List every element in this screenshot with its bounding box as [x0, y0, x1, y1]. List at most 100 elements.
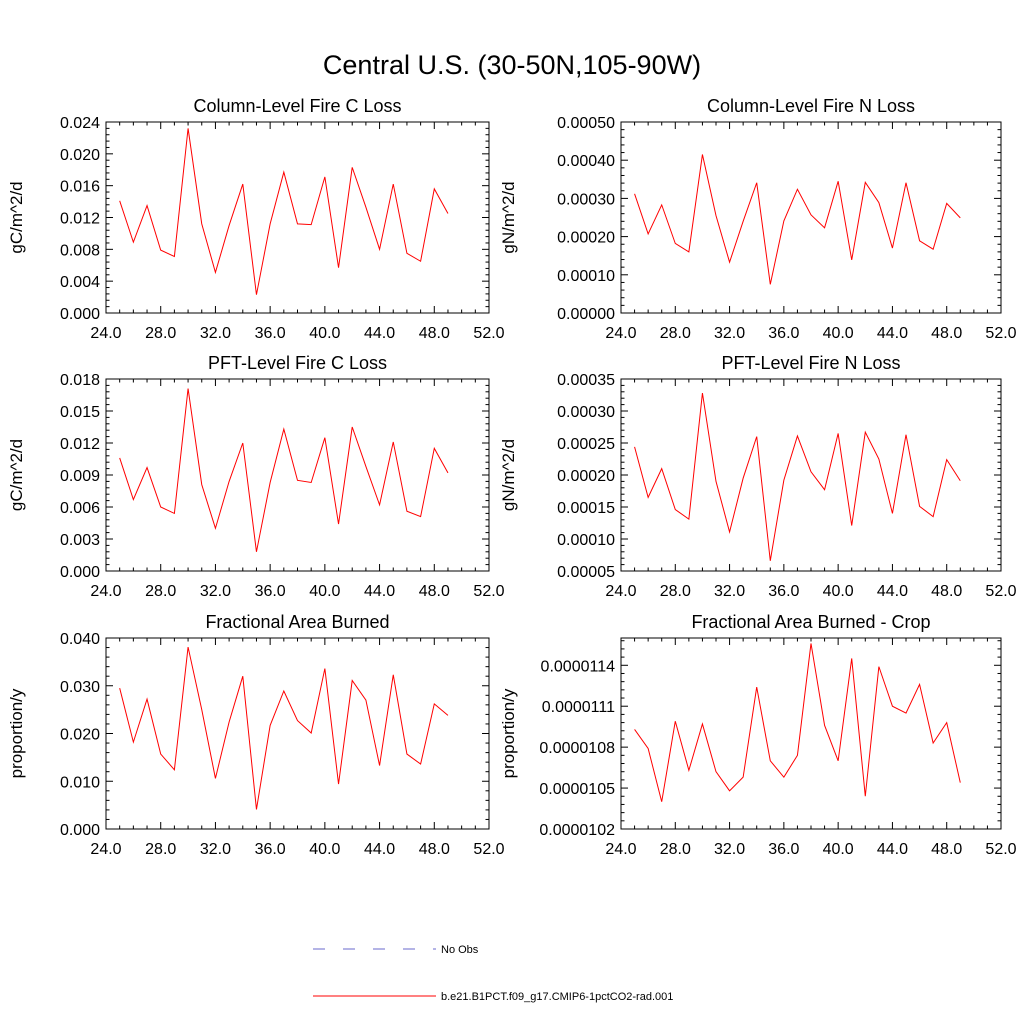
x-tick-label: 32.0 — [714, 583, 745, 600]
y-tick-label: 0.00015 — [557, 500, 615, 517]
y-axis-label: gN/m^2/d — [499, 181, 518, 253]
legend-label: No Obs — [441, 944, 479, 956]
y-tick-label: 0.00010 — [557, 268, 615, 285]
y-tick-label: 0.000 — [60, 306, 100, 323]
x-tick-label: 48.0 — [419, 583, 450, 600]
figure-title: Central U.S. (30-50N,105-90W) — [323, 50, 701, 80]
x-tick-label: 40.0 — [309, 841, 340, 858]
y-axis-label: proportion/y — [7, 688, 26, 778]
x-tick-label: 44.0 — [364, 841, 395, 858]
panel-title: PFT-Level Fire N Loss — [721, 353, 900, 373]
x-tick-label: 36.0 — [255, 325, 286, 342]
panel-3: PFT-Level Fire C Loss 24.0 28.0 32.0 36.0 40.… — [7, 353, 505, 600]
panel-2: Column-Level Fire N Loss 24.0 28.0 32.0 36.0… — [499, 96, 1017, 342]
y-tick-label: 0.0000108 — [539, 740, 615, 757]
x-tick-label: 40.0 — [309, 583, 340, 600]
y-tick-label: 0.012 — [60, 211, 100, 228]
y-tick-label: 0.004 — [60, 274, 100, 291]
y-tick-label: 0.016 — [60, 179, 100, 196]
y-axis-label: gC/m^2/d — [7, 439, 26, 511]
y-tick-label: 0.009 — [60, 468, 100, 485]
panel-title: PFT-Level Fire C Loss — [208, 353, 387, 373]
panel-5: Fractional Area Burned 24.0 28.0 32.0 36.0 40… — [7, 612, 505, 858]
y-tick-label: 0.00040 — [557, 153, 615, 170]
panel-6: Fractional Area Burned - Crop 24.0 28.0 32.… — [499, 612, 1017, 858]
x-tick-label: 52.0 — [985, 325, 1016, 342]
y-axis-label: gN/m^2/d — [499, 439, 518, 511]
y-tick-label: 0.00035 — [557, 372, 615, 389]
y-tick-label: 0.00020 — [557, 468, 615, 485]
x-tick-label: 52.0 — [473, 841, 504, 858]
y-tick-label: 0.008 — [60, 242, 100, 259]
x-tick-label: 52.0 — [473, 325, 504, 342]
x-tick-label: 48.0 — [419, 325, 450, 342]
series-line — [634, 643, 961, 802]
panel-title: Fractional Area Burned — [205, 612, 389, 632]
y-tick-label: 0.000 — [60, 564, 100, 581]
x-tick-label: 52.0 — [985, 841, 1016, 858]
series-line — [119, 388, 449, 552]
y-tick-label: 0.010 — [60, 774, 100, 791]
legend-label: b.e21.B1PCT.f09_g17.CMIP6-1pctCO2-rad.00… — [441, 991, 673, 1003]
y-tick-label: 0.00010 — [557, 532, 615, 549]
y-tick-label: 0.0000102 — [539, 822, 615, 839]
y-tick-label: 0.024 — [60, 115, 100, 132]
series-line — [634, 393, 961, 561]
panel-title: Column-Level Fire C Loss — [193, 96, 401, 116]
x-tick-label: 28.0 — [660, 325, 691, 342]
x-tick-label: 24.0 — [90, 325, 121, 342]
plot-frame — [620, 637, 1002, 830]
x-tick-label: 44.0 — [877, 325, 908, 342]
y-tick-label: 0.030 — [60, 679, 100, 696]
legend: No Obs b.e21.B1PCT.f09_g17.CMIP6-1pctCO2-… — [313, 944, 673, 1003]
y-tick-label: 0.000 — [60, 822, 100, 839]
series-line — [634, 154, 961, 285]
x-tick-label: 44.0 — [877, 583, 908, 600]
y-tick-label: 0.006 — [60, 500, 100, 517]
y-tick-label: 0.00005 — [557, 564, 615, 581]
plot-frame — [620, 378, 1002, 572]
x-tick-label: 52.0 — [985, 583, 1016, 600]
y-tick-label: 0.00030 — [557, 191, 615, 208]
y-tick-label: 0.00030 — [557, 404, 615, 421]
x-tick-label: 24.0 — [605, 841, 636, 858]
x-tick-label: 36.0 — [255, 583, 286, 600]
x-tick-label: 40.0 — [309, 325, 340, 342]
x-tick-label: 36.0 — [768, 583, 799, 600]
y-tick-label: 0.020 — [60, 147, 100, 164]
panel-4: PFT-Level Fire N Loss 24.0 28.0 32.0 36.0 40.… — [499, 353, 1017, 600]
x-tick-label: 32.0 — [714, 325, 745, 342]
y-tick-label: 0.0000114 — [541, 658, 616, 675]
y-tick-label: 0.0000105 — [539, 781, 615, 798]
y-tick-label: 0.00000 — [557, 306, 615, 323]
x-tick-label: 36.0 — [768, 325, 799, 342]
plot-frame — [105, 378, 490, 572]
x-tick-label: 40.0 — [823, 583, 854, 600]
x-tick-label: 48.0 — [419, 841, 450, 858]
y-axis-label: gC/m^2/d — [7, 181, 26, 253]
x-tick-label: 40.0 — [823, 841, 854, 858]
panels: Column-Level Fire C Loss 24.0 28.0 32.0 36.0… — [7, 96, 1017, 858]
x-tick-label: 48.0 — [931, 583, 962, 600]
y-tick-label: 0.040 — [60, 631, 100, 648]
panel-title: Fractional Area Burned - Crop — [691, 612, 930, 632]
x-tick-label: 36.0 — [255, 841, 286, 858]
y-tick-label: 0.0000111 — [542, 699, 615, 716]
y-tick-label: 0.018 — [60, 372, 100, 389]
x-tick-label: 28.0 — [660, 841, 691, 858]
y-tick-label: 0.012 — [60, 436, 100, 453]
x-tick-label: 44.0 — [877, 841, 908, 858]
x-tick-label: 48.0 — [931, 841, 962, 858]
series-line — [119, 128, 449, 295]
y-tick-label: 0.00025 — [557, 436, 615, 453]
plot-frame — [105, 121, 490, 314]
panel-title: Column-Level Fire N Loss — [707, 96, 915, 116]
y-tick-label: 0.015 — [60, 404, 100, 421]
x-tick-label: 24.0 — [90, 583, 121, 600]
plot-frame — [105, 637, 490, 830]
x-tick-label: 24.0 — [90, 841, 121, 858]
x-tick-label: 28.0 — [660, 583, 691, 600]
panel-1: Column-Level Fire C Loss 24.0 28.0 32.0 36.0… — [7, 96, 505, 342]
y-axis-label: proportion/y — [499, 688, 518, 778]
